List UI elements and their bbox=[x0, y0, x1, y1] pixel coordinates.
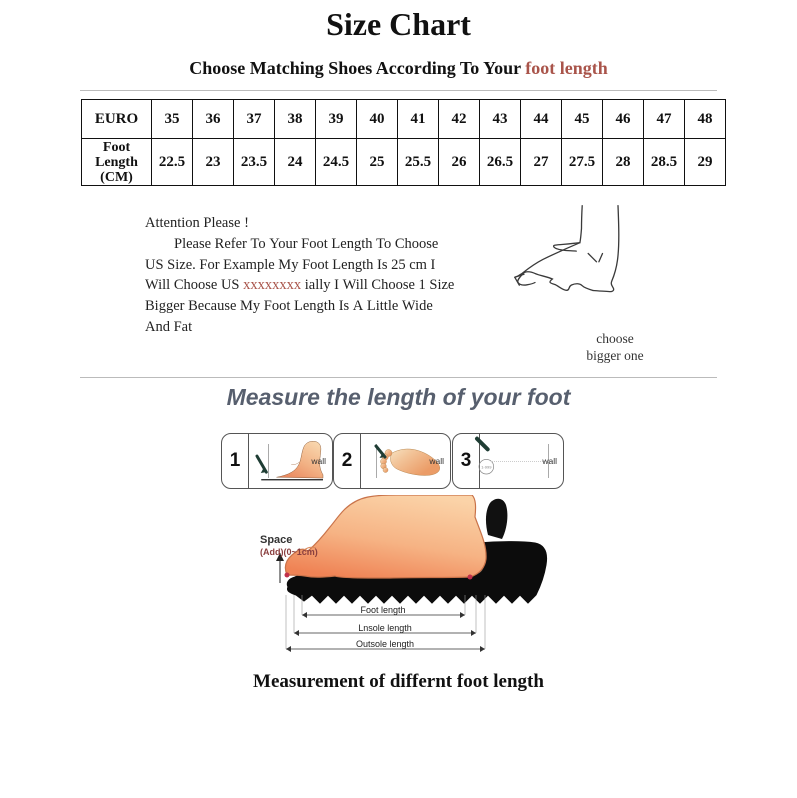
svg-text:Space: Space bbox=[260, 534, 292, 546]
svg-text:Foot length: Foot length bbox=[360, 605, 405, 615]
svg-text:Outsole length: Outsole length bbox=[356, 639, 414, 649]
svg-text:1-999: 1-999 bbox=[481, 465, 492, 470]
svg-text:Lnsole length: Lnsole length bbox=[358, 623, 412, 633]
svg-text:(Add)(0~1cm): (Add)(0~1cm) bbox=[260, 547, 318, 557]
